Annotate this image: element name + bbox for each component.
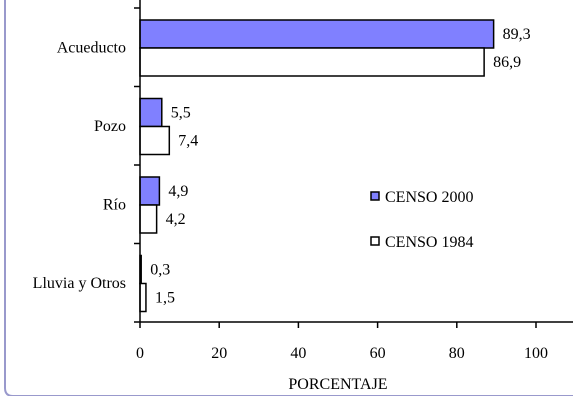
x-tick-label-80: 80 [449, 345, 465, 362]
axes: 0 20 40 60 80 100 Acueducto Pozo Río Lluvia y Otr… [33, 0, 573, 362]
legend: CENSO 2000 CENSO 1984 [370, 189, 473, 251]
legend-label-censo-2000: CENSO 2000 [385, 189, 473, 206]
x-axis-title: PORCENTAJE [288, 376, 387, 393]
bars [139, 19, 495, 313]
y-tick-label-pozo: Pozo [94, 118, 126, 135]
bar-censo-2000-rio [139, 176, 161, 206]
x-tick-label-0: 0 [136, 345, 144, 362]
data-label-censo-2000-pozo: 5,5 [171, 105, 191, 122]
legend-label-censo-1984: CENSO 1984 [385, 234, 473, 251]
bar-censo-1984-acueducto [139, 47, 485, 77]
x-tick-label-20: 20 [211, 345, 227, 362]
legend-swatch-censo-1984 [370, 236, 380, 246]
bar-censo-1984-pozo [139, 125, 171, 156]
bar-censo-2000-pozo [139, 97, 163, 128]
x-tick-label-100: 100 [524, 345, 548, 362]
x-tick-label-60: 60 [370, 345, 386, 362]
y-tick-label-acueducto: Acueducto [57, 39, 126, 56]
data-label-censo-1984-rio: 4,2 [166, 211, 186, 228]
data-label-censo-1984-pozo: 7,4 [178, 133, 198, 150]
bar-censo-1984-rio [139, 204, 158, 234]
bar-censo-2000-acueducto [139, 19, 495, 49]
y-tick-label-rio: Río [103, 196, 126, 213]
legend-swatch-censo-2000 [370, 191, 380, 201]
data-label-censo-1984-acueducto: 86,9 [493, 54, 521, 71]
data-label-censo-2000-lluvia-y-otros: 0,3 [150, 262, 170, 279]
y-tick-label-lluvia-y-otros: Lluvia y Otros [33, 275, 126, 292]
data-label-censo-2000-acueducto: 89,3 [503, 26, 531, 43]
data-label-censo-1984-lluvia-y-otros: 1,5 [155, 290, 175, 307]
bar-censo-1984-lluvia-y-otros [139, 282, 147, 313]
x-tick-label-40: 40 [290, 345, 306, 362]
labels: 89,3 86,9 5,5 7,4 4,9 4,2 0,3 1,5 [150, 26, 530, 307]
data-label-censo-2000-rio: 4,9 [168, 183, 188, 200]
